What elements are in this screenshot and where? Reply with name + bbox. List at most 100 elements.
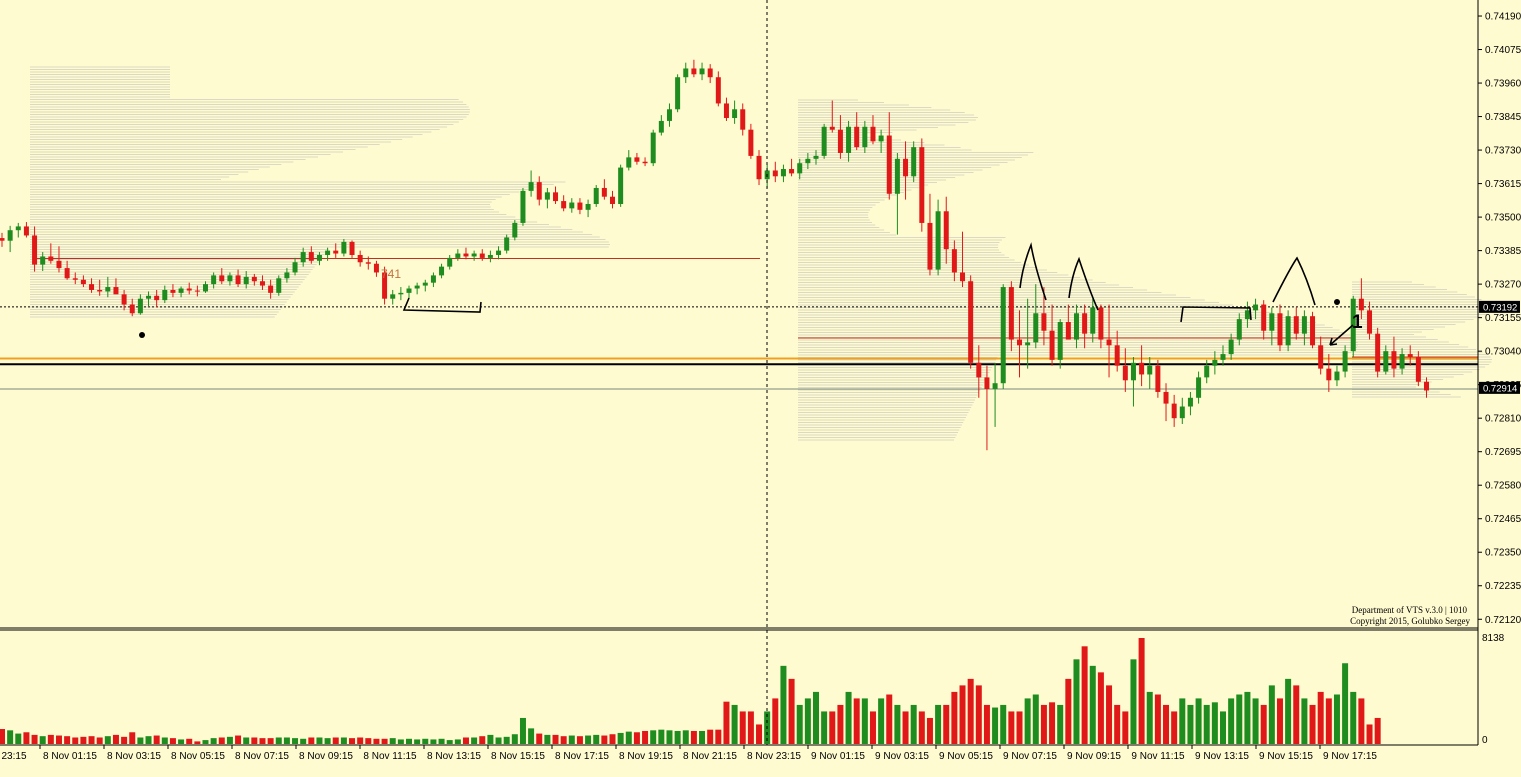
volume-bar [935, 704, 942, 744]
candle [528, 170, 534, 197]
volume-bar [1040, 704, 1047, 744]
volume-bar [894, 704, 901, 744]
candle [634, 152, 640, 165]
candle-body [650, 132, 656, 164]
candle-body [960, 272, 966, 282]
candle [1399, 348, 1405, 375]
candle-body [382, 272, 388, 299]
volume-bar [438, 738, 445, 744]
candle [1326, 354, 1332, 392]
volume-bar [235, 735, 242, 744]
price-label-text: 0.72914 [1483, 383, 1517, 394]
watermark-line2: Copyright 2015, Golubko Sergey [1350, 616, 1470, 626]
candle [333, 243, 339, 258]
candle-body [601, 187, 607, 197]
candle-body [211, 275, 217, 285]
y-tick-label: 0.72695 [1485, 447, 1521, 458]
candle [821, 123, 827, 159]
candle [243, 271, 249, 289]
candle-body [1383, 351, 1389, 372]
volume-bar [129, 732, 136, 744]
peak-mark-2 [1068, 256, 1099, 311]
candle [984, 365, 990, 451]
candle-body [1187, 397, 1193, 407]
volume-bar [316, 737, 323, 744]
candle-body [129, 304, 135, 314]
candle-body [1179, 406, 1185, 419]
candle [951, 240, 957, 282]
volume-bar [568, 735, 575, 744]
candle [829, 100, 835, 133]
candle [382, 266, 388, 305]
candle [585, 199, 591, 218]
candle [813, 150, 819, 165]
candle-body [740, 109, 746, 130]
candle-body [1196, 377, 1202, 398]
candle [1253, 298, 1259, 320]
volume-bar [23, 732, 30, 744]
candle-body [797, 163, 803, 174]
candle-body [455, 253, 461, 258]
volume-bar [161, 737, 168, 744]
candle-body [903, 158, 909, 177]
candle-body [1261, 304, 1267, 331]
volume-bar [658, 729, 665, 744]
candle-body [577, 202, 583, 210]
candle-body [610, 196, 615, 204]
candle [1236, 313, 1242, 346]
candle [1033, 284, 1039, 349]
candle-body [553, 192, 559, 202]
candle [154, 289, 160, 308]
candle [1008, 281, 1014, 352]
volume-bar [381, 738, 388, 744]
candle [846, 120, 852, 162]
candle-body [1017, 339, 1022, 346]
volume-bar [169, 738, 176, 744]
volume-bar [503, 736, 510, 744]
candle-body [894, 158, 900, 194]
candle [1358, 278, 1364, 320]
candle-body [1122, 365, 1128, 381]
candle [935, 199, 941, 276]
candle-body [642, 161, 648, 164]
volume-bar [886, 694, 893, 744]
candle-body [984, 377, 990, 390]
x-tick-label: 9 Nov 13:15 [1195, 751, 1249, 762]
candle [406, 285, 412, 299]
candle [479, 249, 485, 261]
candle-body [658, 120, 664, 133]
volume-bar [7, 730, 14, 744]
candle [1391, 336, 1397, 378]
candle-body [471, 253, 477, 257]
candle-body [1310, 316, 1316, 346]
volume-bar [422, 738, 429, 744]
volume-bar [943, 704, 950, 744]
volume-bar [617, 732, 624, 744]
volume-bar [1276, 698, 1283, 744]
candle [553, 186, 559, 204]
volume-bar [1252, 698, 1259, 744]
candle-body [1236, 319, 1242, 340]
volume-bar [983, 704, 990, 744]
candle-body [1171, 403, 1177, 419]
volume-bar [406, 738, 412, 744]
volume-bar [650, 730, 657, 744]
candle [870, 115, 876, 145]
volume-bar [951, 691, 958, 744]
y-tick-label: 0.73960 [1485, 79, 1521, 90]
candle-body [1082, 313, 1088, 334]
candle-body [1041, 313, 1047, 331]
volume-bar [780, 665, 787, 744]
volume-bar [601, 735, 608, 744]
candle-body [1098, 307, 1104, 340]
candle-body [162, 289, 168, 301]
candle [960, 231, 966, 288]
candle [1049, 304, 1055, 366]
volume-bar [528, 728, 535, 744]
candle [390, 289, 396, 305]
volume-bar [1089, 665, 1096, 744]
candle [1342, 345, 1348, 378]
volume-bar [31, 734, 38, 744]
volume-bar [511, 734, 518, 744]
